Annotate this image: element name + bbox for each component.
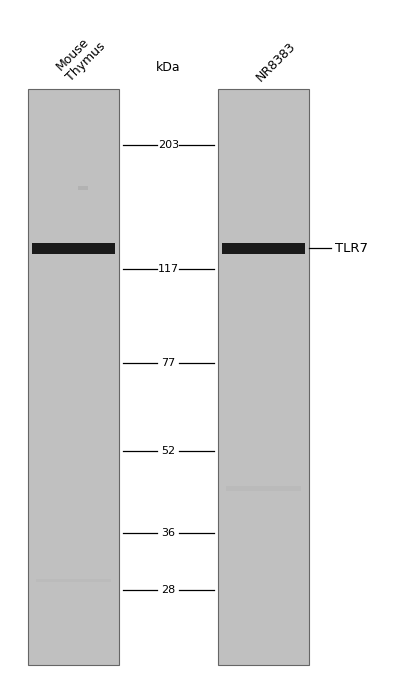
Text: 36: 36 <box>161 528 175 539</box>
Bar <box>222 243 305 255</box>
Text: 203: 203 <box>158 140 179 150</box>
Text: 28: 28 <box>161 585 175 595</box>
Bar <box>36 578 111 582</box>
Bar <box>78 186 88 190</box>
Bar <box>28 89 119 665</box>
Text: 77: 77 <box>161 357 175 368</box>
Bar <box>218 89 309 665</box>
Text: 52: 52 <box>161 446 175 456</box>
Text: kDa: kDa <box>156 61 181 74</box>
Text: TLR7: TLR7 <box>335 242 367 255</box>
Bar <box>226 486 301 491</box>
Text: 117: 117 <box>158 263 179 274</box>
Bar <box>32 243 115 255</box>
Text: NR8383: NR8383 <box>254 39 299 84</box>
Text: Mouse
Thymus: Mouse Thymus <box>53 29 108 84</box>
